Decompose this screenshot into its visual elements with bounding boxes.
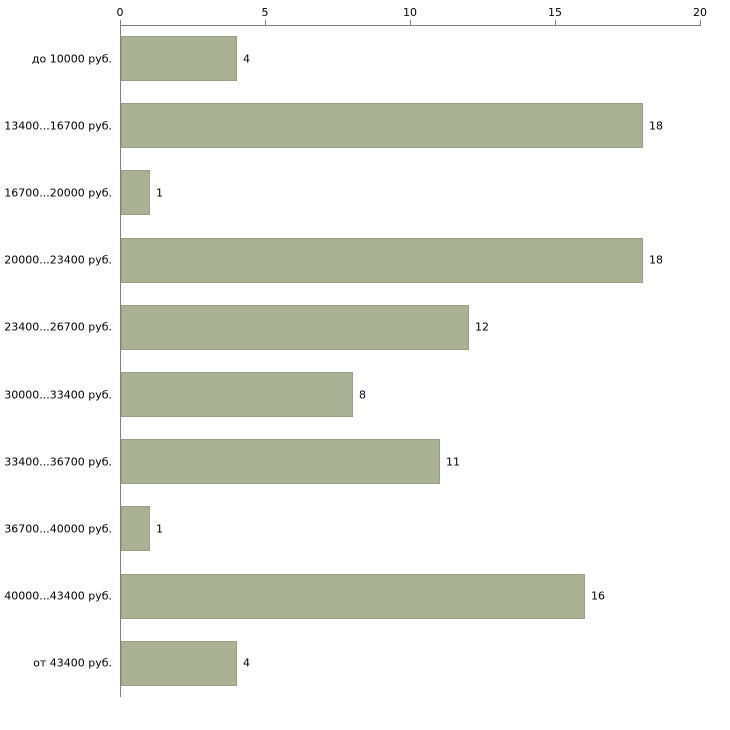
category-label: 13400...16700 руб.	[4, 119, 112, 133]
category-label: 36700...40000 руб.	[4, 522, 112, 536]
bar-row: 30000...33400 руб. 8	[0, 361, 730, 428]
category-label: 23400...26700 руб.	[4, 320, 112, 334]
x-tick-label: 0	[116, 6, 124, 19]
x-tick-mark	[120, 20, 121, 25]
bar-row: 40000...43400 руб. 16	[0, 563, 730, 630]
category-label: 16700...20000 руб.	[4, 186, 112, 200]
x-axis-line	[120, 25, 701, 26]
bar-row: 23400...26700 руб. 12	[0, 294, 730, 361]
x-tick-label: 10	[403, 6, 417, 19]
value-label: 1	[156, 522, 163, 536]
bar	[121, 36, 237, 82]
bar	[121, 304, 469, 350]
category-label: от 43400 руб.	[33, 656, 112, 670]
category-label: до 10000 руб.	[31, 52, 112, 66]
value-label: 4	[243, 52, 250, 66]
value-label: 16	[591, 589, 605, 603]
value-label: 1	[156, 186, 163, 200]
x-tick-label: 20	[693, 6, 707, 19]
category-label: 33400...36700 руб.	[4, 455, 112, 469]
bar	[121, 439, 440, 485]
bar	[121, 170, 150, 216]
bar-row: до 10000 руб. 4	[0, 25, 730, 92]
value-label: 8	[359, 388, 366, 402]
category-label: 30000...33400 руб.	[4, 388, 112, 402]
bar	[121, 573, 585, 619]
bar	[121, 640, 237, 686]
bar-row: 13400...16700 руб. 18	[0, 92, 730, 159]
y-axis-line	[120, 25, 121, 697]
value-label: 18	[649, 119, 663, 133]
value-label: 12	[475, 320, 489, 334]
bar	[121, 506, 150, 552]
x-tick-label: 5	[261, 6, 269, 19]
bar-row: 16700...20000 руб. 1	[0, 159, 730, 226]
bar-row: от 43400 руб. 4	[0, 630, 730, 697]
bar	[121, 372, 353, 418]
bar	[121, 103, 643, 149]
x-tick-label: 15	[548, 6, 562, 19]
value-label: 4	[243, 656, 250, 670]
x-tick-mark	[555, 20, 556, 25]
value-label: 11	[446, 455, 460, 469]
x-tick-mark	[410, 20, 411, 25]
bar	[121, 237, 643, 283]
category-label: 20000...23400 руб.	[4, 253, 112, 267]
value-label: 18	[649, 253, 663, 267]
x-tick-mark	[265, 20, 266, 25]
category-label: 40000...43400 руб.	[4, 589, 112, 603]
x-tick-mark	[700, 20, 701, 25]
bar-row: 33400...36700 руб. 11	[0, 428, 730, 495]
bar-row: 20000...23400 руб. 18	[0, 227, 730, 294]
bar-row: 36700...40000 руб. 1	[0, 495, 730, 562]
